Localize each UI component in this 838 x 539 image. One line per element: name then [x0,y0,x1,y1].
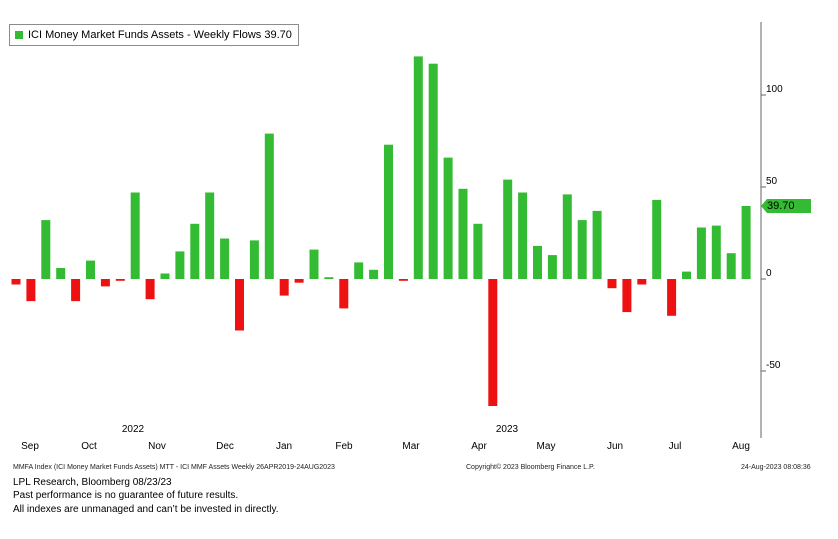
bar [518,192,528,279]
x-month-label: Oct [81,441,97,452]
x-month-label: May [537,441,556,452]
bar [71,279,81,302]
bar [115,279,125,281]
bar [205,192,215,279]
bar [533,245,542,279]
bar [458,188,468,279]
x-year-label: 2023 [496,424,519,435]
bar [726,253,736,279]
bar [175,251,185,279]
x-month-label: Aug [732,441,750,452]
bar [384,144,393,279]
bar [339,279,349,309]
legend-swatch [15,31,23,39]
bar [279,279,289,296]
bar [607,279,617,289]
x-month-label: Sep [21,441,39,452]
y-tick-label: 100 [766,84,783,95]
bar [741,206,751,279]
bar [428,63,438,280]
bar [354,262,364,279]
disclaimer-performance: Past performance is no guarantee of futu… [13,490,239,501]
index-info: MMFA Index (ICI Money Market Funds Asset… [13,464,335,471]
bar [398,279,408,281]
bar [324,277,334,279]
x-month-label: Jan [276,441,292,452]
x-month-label: Mar [402,441,420,452]
bar [294,279,304,283]
bar [86,260,95,279]
y-tick-label: 50 [766,176,778,187]
bar [562,194,572,279]
bar [220,238,230,279]
bar [547,255,557,279]
x-month-label: Nov [148,441,166,452]
bar [145,279,155,300]
bar [249,240,259,279]
bar [577,220,587,279]
bar [235,279,244,331]
bar [264,133,274,279]
bar [637,279,647,285]
y-ticks-group: 100 50 0 -50 [761,84,811,372]
legend-label: ICI Money Market Funds Assets - Weekly F… [28,29,292,41]
bar [26,279,36,302]
x-month-label: Jun [607,441,623,452]
bar [652,199,662,279]
x-month-label: Jul [669,441,682,452]
x-labels-group: Sep Oct Nov Dec Jan Feb Mar Apr May Jun Jul Aug 2022… [21,424,750,452]
copyright: Copyright© 2023 Bloomberg Finance L.P. [466,464,595,471]
x-month-label: Apr [471,441,487,452]
bar [682,271,691,279]
bar [696,227,706,279]
bar [711,225,721,279]
bar [667,279,677,316]
bar [443,157,453,279]
x-year-label: 2022 [122,424,145,435]
bars-group [11,56,751,406]
disclaimer-indexes: All indexes are unmanaged and can’t be i… [13,504,279,515]
bar [190,223,200,279]
last-value-tag: 39.70 [767,199,795,212]
bar [473,223,483,279]
legend: ICI Money Market Funds Assets - Weekly F… [9,24,299,46]
last-value-marker [761,198,811,213]
y-tick-label: 0 [766,268,772,279]
bar [309,249,319,279]
bar [413,56,423,280]
bar [160,273,170,279]
bar [622,279,632,313]
y-tick-label: -50 [766,360,781,371]
bar [56,268,66,279]
bar [11,279,21,285]
bar [100,279,110,287]
bar [488,279,498,406]
bar [369,269,379,279]
bar [503,179,513,279]
bar [41,220,51,279]
timestamp: 24-Aug-2023 08:08:36 [741,464,811,471]
x-month-label: Feb [335,441,353,452]
bar [130,192,140,279]
source-note: LPL Research, Bloomberg 08/23/23 [13,477,172,488]
x-month-label: Dec [216,441,234,452]
bar [592,210,602,279]
